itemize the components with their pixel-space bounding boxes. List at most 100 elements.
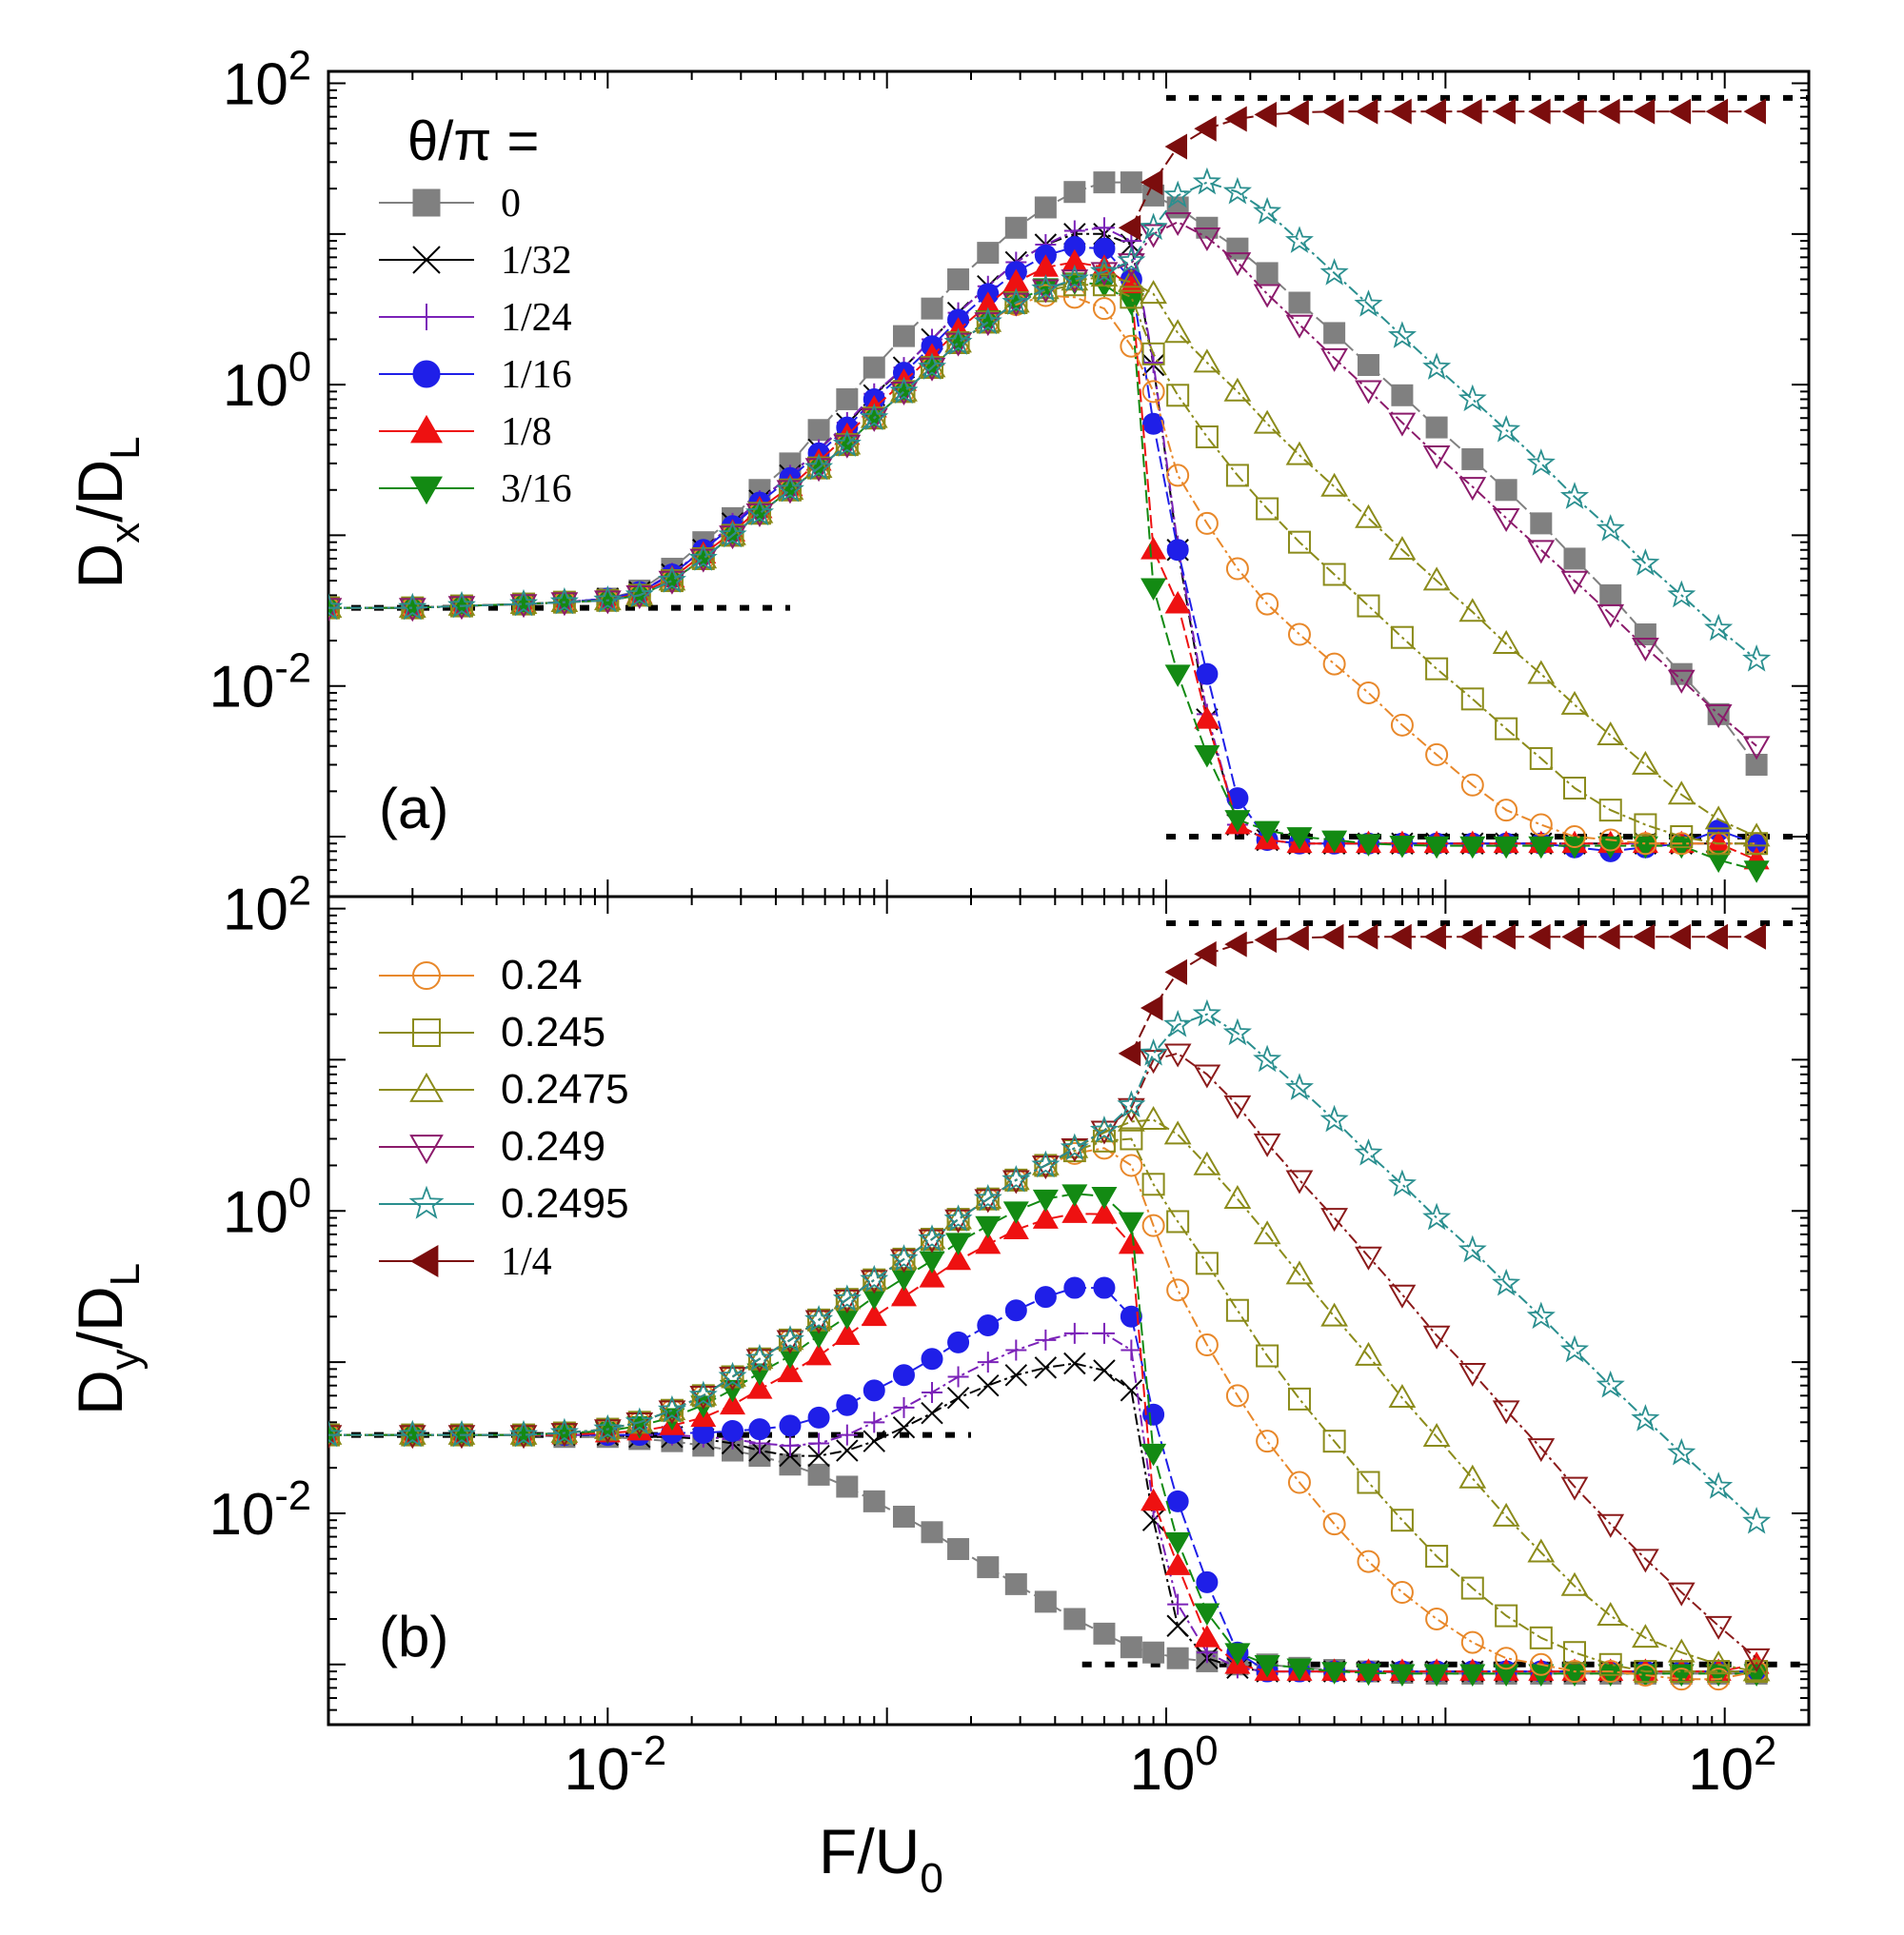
data-point xyxy=(1461,447,1484,470)
data-point xyxy=(1120,1154,1143,1177)
data-point xyxy=(1140,1488,1167,1511)
data-point xyxy=(1089,1116,1119,1143)
data-point xyxy=(1745,753,1768,776)
data-point xyxy=(1742,1657,1771,1682)
y-tick-label: 100 xyxy=(223,1171,311,1245)
data-point xyxy=(832,429,862,457)
data-point xyxy=(1495,799,1518,822)
data-point xyxy=(1493,923,1517,950)
data-point xyxy=(1193,1151,1221,1175)
data-point xyxy=(1598,1652,1622,1676)
data-point xyxy=(1253,284,1281,308)
data-point xyxy=(593,585,623,613)
legend-marker xyxy=(409,1072,444,1102)
data-point xyxy=(1035,1329,1057,1351)
data-point xyxy=(1060,264,1089,292)
data-point xyxy=(860,404,888,428)
data-point xyxy=(1223,1185,1252,1210)
data-point xyxy=(1668,923,1692,950)
data-point xyxy=(1667,1437,1696,1466)
legend-label: 0.2495 xyxy=(501,1180,629,1227)
data-point xyxy=(777,1346,803,1370)
data-point xyxy=(1002,288,1030,313)
data-point xyxy=(804,1305,834,1333)
legend-marker xyxy=(409,1135,444,1165)
data-point xyxy=(1492,629,1520,654)
data-point xyxy=(1634,832,1657,856)
data-point xyxy=(1460,1576,1484,1600)
data-point xyxy=(921,297,943,320)
data-point xyxy=(1320,1208,1349,1233)
data-point xyxy=(777,1359,803,1383)
data-point xyxy=(1256,262,1279,285)
data-point xyxy=(1667,580,1696,608)
data-point xyxy=(1355,1246,1382,1271)
data-point xyxy=(1253,1220,1281,1245)
data-point xyxy=(947,1331,970,1353)
data-point xyxy=(1460,1630,1484,1654)
data-point xyxy=(918,352,947,380)
legend-label: 1/4 xyxy=(501,1240,552,1284)
data-point xyxy=(1284,226,1314,253)
x-tick-label: 100 xyxy=(1129,1728,1218,1803)
panel-frame xyxy=(327,895,1811,1727)
data-point xyxy=(890,1245,918,1270)
data-point xyxy=(1225,1384,1249,1408)
data-point xyxy=(719,1392,746,1415)
data-point xyxy=(1142,1403,1165,1426)
data-point xyxy=(1667,669,1696,694)
data-point xyxy=(1062,273,1086,297)
data-point xyxy=(804,453,833,478)
data-point xyxy=(1117,267,1145,292)
data-point xyxy=(625,580,654,608)
data-point xyxy=(973,306,1002,335)
data-point xyxy=(1141,1214,1165,1237)
data-point xyxy=(1423,1664,1450,1688)
legend-label: 0.245 xyxy=(501,1009,605,1056)
data-point xyxy=(1140,280,1167,305)
legend-label: 1/32 xyxy=(501,239,572,283)
data-point xyxy=(1196,662,1219,685)
data-point xyxy=(1002,287,1031,315)
data-point xyxy=(1422,566,1451,591)
data-point xyxy=(1166,1614,1189,1637)
data-point xyxy=(1597,98,1620,125)
data-point xyxy=(1423,836,1450,859)
data-point xyxy=(1492,508,1520,533)
data-point xyxy=(1166,1278,1190,1302)
data-point xyxy=(1390,1581,1414,1605)
data-point xyxy=(1166,1210,1190,1234)
data-point xyxy=(1529,746,1553,770)
data-point xyxy=(832,1284,862,1313)
data-point xyxy=(745,499,774,523)
data-point xyxy=(974,1185,1002,1210)
data-point xyxy=(1004,1572,1027,1595)
data-point xyxy=(1140,1105,1167,1130)
data-point xyxy=(1667,1638,1696,1663)
data-point xyxy=(779,1434,801,1456)
data-point xyxy=(919,1265,945,1288)
data-point xyxy=(921,1521,943,1544)
data-point xyxy=(1164,133,1188,160)
panel-a-plot: 102 100 10-2 Dx/DL (a) xyxy=(65,43,1811,898)
data-point xyxy=(1063,1352,1086,1375)
data-point xyxy=(833,430,862,455)
x-tick-label: 102 xyxy=(1688,1728,1776,1803)
data-point xyxy=(1093,1322,1115,1344)
data-point xyxy=(1742,736,1771,760)
data-point xyxy=(657,1394,686,1423)
data-point xyxy=(919,1251,945,1274)
data-point xyxy=(1388,1384,1417,1409)
data-point xyxy=(1493,836,1519,859)
data-point xyxy=(719,521,746,545)
data-point xyxy=(447,1420,476,1445)
data-point xyxy=(1320,923,1344,950)
data-point xyxy=(1196,1570,1219,1593)
data-point xyxy=(1032,1206,1059,1229)
data-point xyxy=(1141,1509,1165,1531)
y-axis-label: Dx/DL xyxy=(65,436,149,588)
data-point xyxy=(1597,721,1625,745)
data-point xyxy=(1707,832,1731,856)
data-point xyxy=(1355,1663,1381,1687)
data-point xyxy=(1287,622,1311,646)
